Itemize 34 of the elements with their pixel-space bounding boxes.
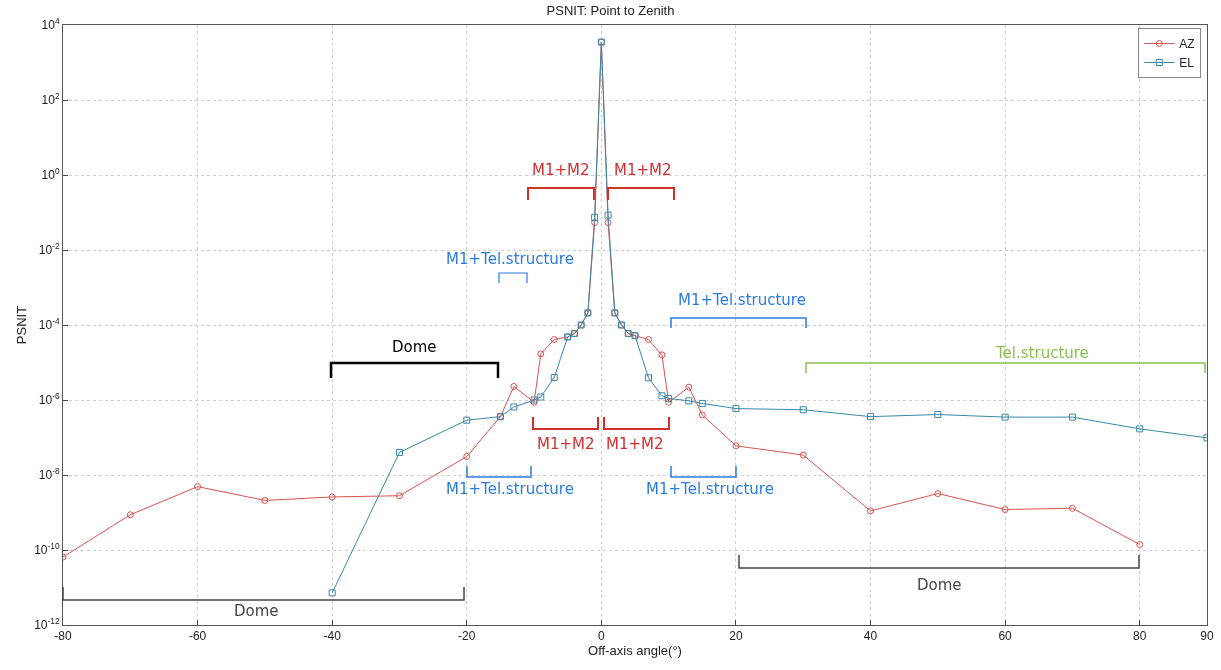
annotation: M1+Tel.structure (446, 250, 574, 268)
annotation: M1+M2 (606, 435, 664, 453)
annotation: M1+M2 (532, 161, 590, 179)
y-tick-label: 10$^{4}$ (41, 16, 60, 33)
chart-title: PSNIT: Point to Zenith (546, 3, 675, 19)
y-tick-label: 10$^{-8}$ (38, 466, 60, 483)
y-tick-label: 10$^{-2}$ (38, 241, 60, 258)
legend-label: AZ (1179, 37, 1195, 52)
annotation: Dome (392, 338, 437, 356)
x-tick-label: 20 (729, 629, 743, 644)
y-tick-label: 10$^{-6}$ (38, 391, 60, 408)
legend-label: EL (1179, 56, 1195, 71)
annotation: M1+Tel.structure (646, 480, 774, 498)
annotation: Dome (234, 602, 279, 620)
y-tick-label: 10$^{-4}$ (38, 316, 60, 333)
x-tick-label: -40 (323, 629, 342, 644)
x-tick-label: -20 (458, 629, 476, 644)
annotation: M1+M2 (614, 161, 672, 179)
x-tick-label: 0 (598, 629, 606, 644)
annotation: Dome (917, 576, 962, 594)
x-tick-label: 80 (1133, 629, 1147, 644)
x-tick-label: 40 (863, 629, 878, 644)
x-axis-title: Off-axis angle(°) (588, 643, 682, 659)
y-tick-label: 10$^{2}$ (41, 91, 60, 108)
annotation: Tel.structure (995, 344, 1089, 362)
x-tick-label: -60 (188, 629, 207, 644)
annotation: M1+Tel.structure (678, 291, 806, 309)
x-tick-label: 60 (998, 629, 1013, 644)
y-axis-title: PSNIT (14, 305, 30, 345)
y-tick-label: 10$^{0}$ (41, 166, 60, 183)
annotation: M1+Tel.structure (446, 480, 574, 498)
annotation: M1+M2 (537, 435, 595, 453)
y-tick-label: 10$^{-10}$ (34, 541, 60, 558)
x-tick-label: 90 (1200, 629, 1214, 644)
